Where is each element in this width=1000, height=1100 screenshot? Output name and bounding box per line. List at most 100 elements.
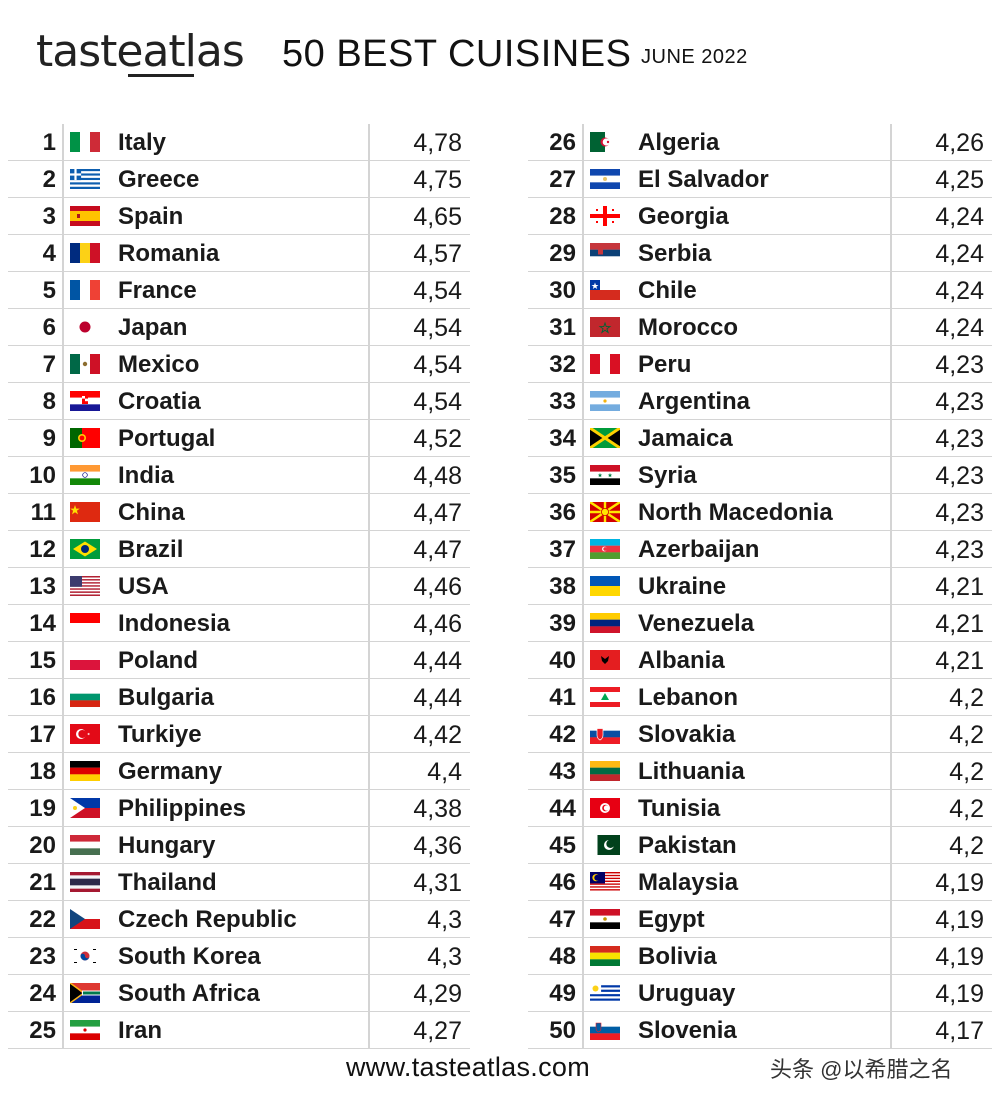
ranking-row: 18 Germany 4,4 — [8, 753, 470, 790]
country-name: Egypt — [638, 906, 705, 933]
column-divider — [582, 975, 584, 1011]
rating-score: 4,2 — [949, 721, 984, 749]
country-name: Chile — [638, 277, 697, 304]
bulgaria-flag-icon — [70, 687, 100, 707]
ranking-row: 45 Pakistan 4,2 — [528, 827, 992, 864]
slovakia-flag-icon — [590, 724, 620, 744]
column-divider — [890, 420, 892, 456]
watermark: 头条 @以希腊之名 — [770, 1057, 953, 1082]
rating-score: 4,3 — [427, 943, 462, 971]
rank-number: 26 — [549, 129, 576, 156]
germany-flag-icon — [70, 761, 100, 781]
header: tasteatlas 50 BEST CUISINES JUNE 2022 — [36, 22, 976, 82]
column-divider — [582, 864, 584, 900]
rating-score: 4,44 — [413, 647, 462, 675]
rating-score: 4,21 — [935, 647, 984, 675]
rank-number: 29 — [549, 240, 576, 267]
rank-number: 38 — [549, 573, 576, 600]
rank-number: 23 — [29, 943, 56, 970]
column-divider — [62, 346, 64, 382]
ranking-row: 8 Croatia 4,54 — [8, 383, 470, 420]
rating-score: 4,54 — [413, 388, 462, 416]
country-name: Mexico — [118, 351, 200, 378]
column-divider — [368, 864, 370, 900]
column-divider — [890, 1012, 892, 1048]
rating-score: 4,25 — [935, 166, 984, 194]
column-divider — [890, 383, 892, 419]
country-name: Japan — [118, 314, 188, 341]
column-divider — [890, 161, 892, 197]
rating-score: 4,19 — [935, 906, 984, 934]
country-name: Bulgaria — [118, 684, 215, 711]
rating-score: 4,78 — [413, 129, 462, 157]
country-name: North Macedonia — [638, 499, 833, 526]
column-divider — [890, 679, 892, 715]
rank-number: 2 — [42, 166, 56, 193]
ranking-row: 31 Morocco 4,24 — [528, 309, 992, 346]
ranking-row: 29 Serbia 4,24 — [528, 235, 992, 272]
column-divider — [582, 790, 584, 826]
country-name: Iran — [118, 1017, 163, 1044]
morocco-flag-icon — [590, 317, 620, 337]
tasteatlas-logo: tasteatlas — [36, 26, 245, 77]
column-divider — [62, 235, 64, 271]
column-divider — [62, 1012, 64, 1048]
thailand-flag-icon — [70, 872, 100, 892]
ranking-row: 27 El Salvador 4,25 — [528, 161, 992, 198]
rating-score: 4,47 — [413, 536, 462, 564]
ranking-row: 32 Peru 4,23 — [528, 346, 992, 383]
syria-flag-icon — [590, 465, 620, 485]
rank-number: 27 — [549, 166, 576, 193]
column-divider — [62, 716, 64, 752]
column-divider — [368, 753, 370, 789]
jamaica-flag-icon — [590, 428, 620, 448]
column-divider — [582, 605, 584, 641]
ranking-row: 40 Albania 4,21 — [528, 642, 992, 679]
romania-flag-icon — [70, 243, 100, 263]
algeria-flag-icon — [590, 132, 620, 152]
rating-score: 4,21 — [935, 573, 984, 601]
france-flag-icon — [70, 280, 100, 300]
rating-score: 4,24 — [935, 240, 984, 268]
rank-number: 24 — [29, 980, 56, 1007]
country-name: Uruguay — [638, 980, 736, 1007]
rank-number: 33 — [549, 388, 576, 415]
ranking-row: 23 South Korea 4,3 — [8, 938, 470, 975]
rank-number: 31 — [549, 314, 576, 341]
column-divider — [582, 161, 584, 197]
ranking-row: 11 China 4,47 — [8, 494, 470, 531]
column-divider — [582, 1012, 584, 1048]
website-url[interactable]: www.tasteatlas.com — [346, 1052, 590, 1082]
ranking-row: 22 Czech Republic 4,3 — [8, 901, 470, 938]
ranking-row: 12 Brazil 4,47 — [8, 531, 470, 568]
ranking-row: 6 Japan 4,54 — [8, 309, 470, 346]
ranking-row: 30 Chile 4,24 — [528, 272, 992, 309]
ranking-row: 10 India 4,48 — [8, 457, 470, 494]
column-divider — [582, 827, 584, 863]
column-divider — [890, 790, 892, 826]
rating-score: 4,19 — [935, 943, 984, 971]
column-divider — [582, 568, 584, 604]
column-divider — [582, 124, 584, 160]
ranking-row: 21 Thailand 4,31 — [8, 864, 470, 901]
rank-number: 22 — [29, 906, 56, 933]
rank-number: 41 — [549, 684, 576, 711]
column-divider — [890, 346, 892, 382]
rating-score: 4,27 — [413, 1017, 462, 1045]
rating-score: 4,23 — [935, 388, 984, 416]
column-divider — [582, 531, 584, 567]
ranking-row: 14 Indonesia 4,46 — [8, 605, 470, 642]
rank-number: 47 — [549, 906, 576, 933]
column-divider — [62, 494, 64, 530]
column-divider — [890, 605, 892, 641]
ranking-column-right: 26 Algeria 4,26 27 El Salvador 4,25 28 Georgia 4… — [528, 124, 992, 1049]
ranking-row: 2 Greece 4,75 — [8, 161, 470, 198]
rank-number: 34 — [549, 425, 576, 452]
argentina-flag-icon — [590, 391, 620, 411]
rank-number: 17 — [29, 721, 56, 748]
rank-number: 12 — [29, 536, 56, 563]
column-divider — [582, 420, 584, 456]
rating-score: 4,36 — [413, 832, 462, 860]
rating-score: 4,52 — [413, 425, 462, 453]
rating-score: 4,24 — [935, 203, 984, 231]
